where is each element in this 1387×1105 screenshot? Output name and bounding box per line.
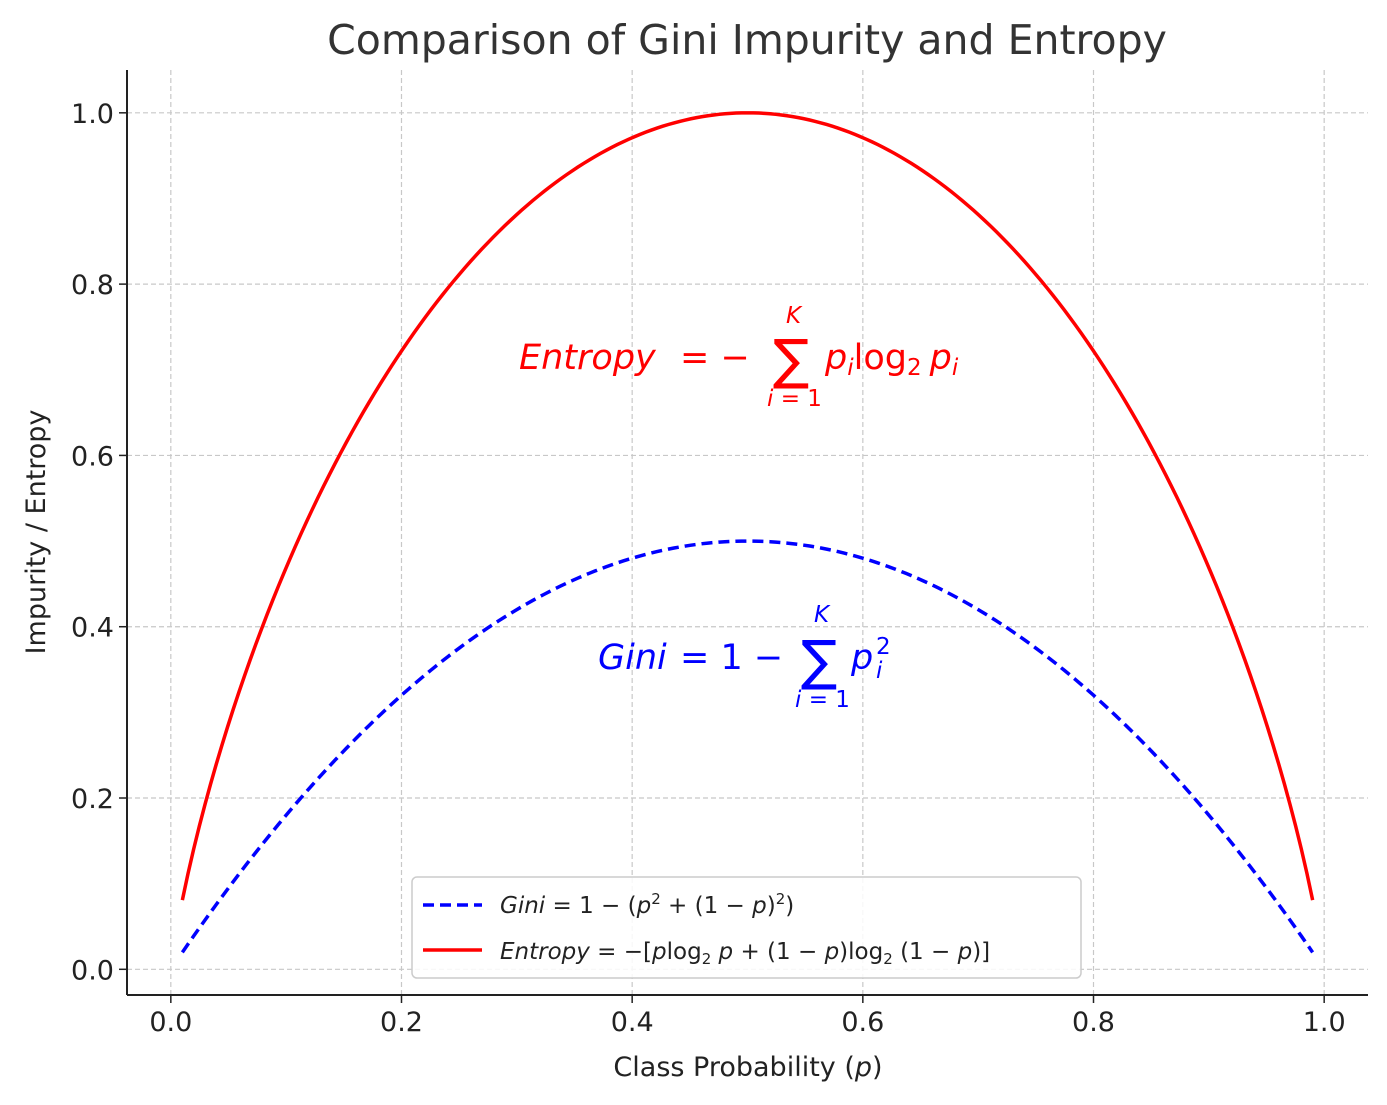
svg-text:Entropy: Entropy [519, 338, 657, 378]
legend-gini-label: Gini = 1 − (p2 + (1 − p)2) [500, 890, 794, 919]
svg-text:i = 1: i = 1 [795, 687, 850, 713]
legend-box [411, 876, 1082, 979]
x-tick-label: 0.8 [1072, 1007, 1115, 1038]
svg-text:i: i [876, 658, 883, 684]
svg-text:p: p [850, 638, 873, 678]
x-tick-label: 0.6 [841, 1007, 884, 1038]
axes [126, 70, 1368, 996]
entropy-formula-annotation: Entropy = − ∑ K i = 1 pilog2 pi [519, 303, 959, 412]
svg-text:K: K [786, 303, 803, 329]
chart-title: Comparison of Gini Impurity and Entropy [327, 16, 1167, 64]
ticks: 0.0 0.2 0.4 0.6 0.8 1.0 0.0 0.2 0.4 0.6 0.8 1.0 [71, 99, 1346, 1038]
series-layer [180, 111, 1315, 954]
svg-text:i = 1: i = 1 [767, 386, 822, 412]
gini-formula-annotation: Gini = 1 − ∑ K i = 1 p 2 i [598, 602, 891, 713]
y-tick-label: 0.6 [71, 441, 114, 472]
legend: Gini = 1 − (p2 + (1 − p)2) Entropy = −[p… [411, 876, 1082, 979]
svg-text:= 1 −: = 1 − [680, 638, 783, 678]
y-tick-label: 0.4 [71, 613, 114, 644]
y-tick-label: 0.2 [71, 784, 114, 815]
svg-text:K: K [814, 602, 831, 628]
y-tick-label: 0.0 [71, 955, 114, 986]
svg-text:2: 2 [876, 634, 891, 660]
x-tick-label: 0.4 [611, 1007, 654, 1038]
svg-text:∑: ∑ [773, 328, 809, 391]
y-tick-label: 0.8 [71, 270, 114, 301]
y-axis-label: Impurity / Entropy [21, 410, 52, 655]
gini-curve [180, 539, 1315, 954]
grid [127, 70, 1368, 995]
svg-text:= −: = − [680, 338, 750, 378]
x-tick-label: 0.2 [380, 1007, 423, 1038]
y-tick-label: 1.0 [71, 99, 114, 130]
entropy-curve [180, 111, 1315, 901]
legend-entropy-label: Entropy = −[plog2 p + (1 − p)log2 (1 − p… [500, 939, 990, 968]
svg-text:Gini: Gini [598, 638, 667, 678]
x-tick-label: 0.0 [149, 1007, 192, 1038]
x-tick-label: 1.0 [1303, 1007, 1346, 1038]
x-axis-label: Class Probability (p) [613, 1052, 882, 1083]
svg-text:∑: ∑ [801, 629, 837, 692]
